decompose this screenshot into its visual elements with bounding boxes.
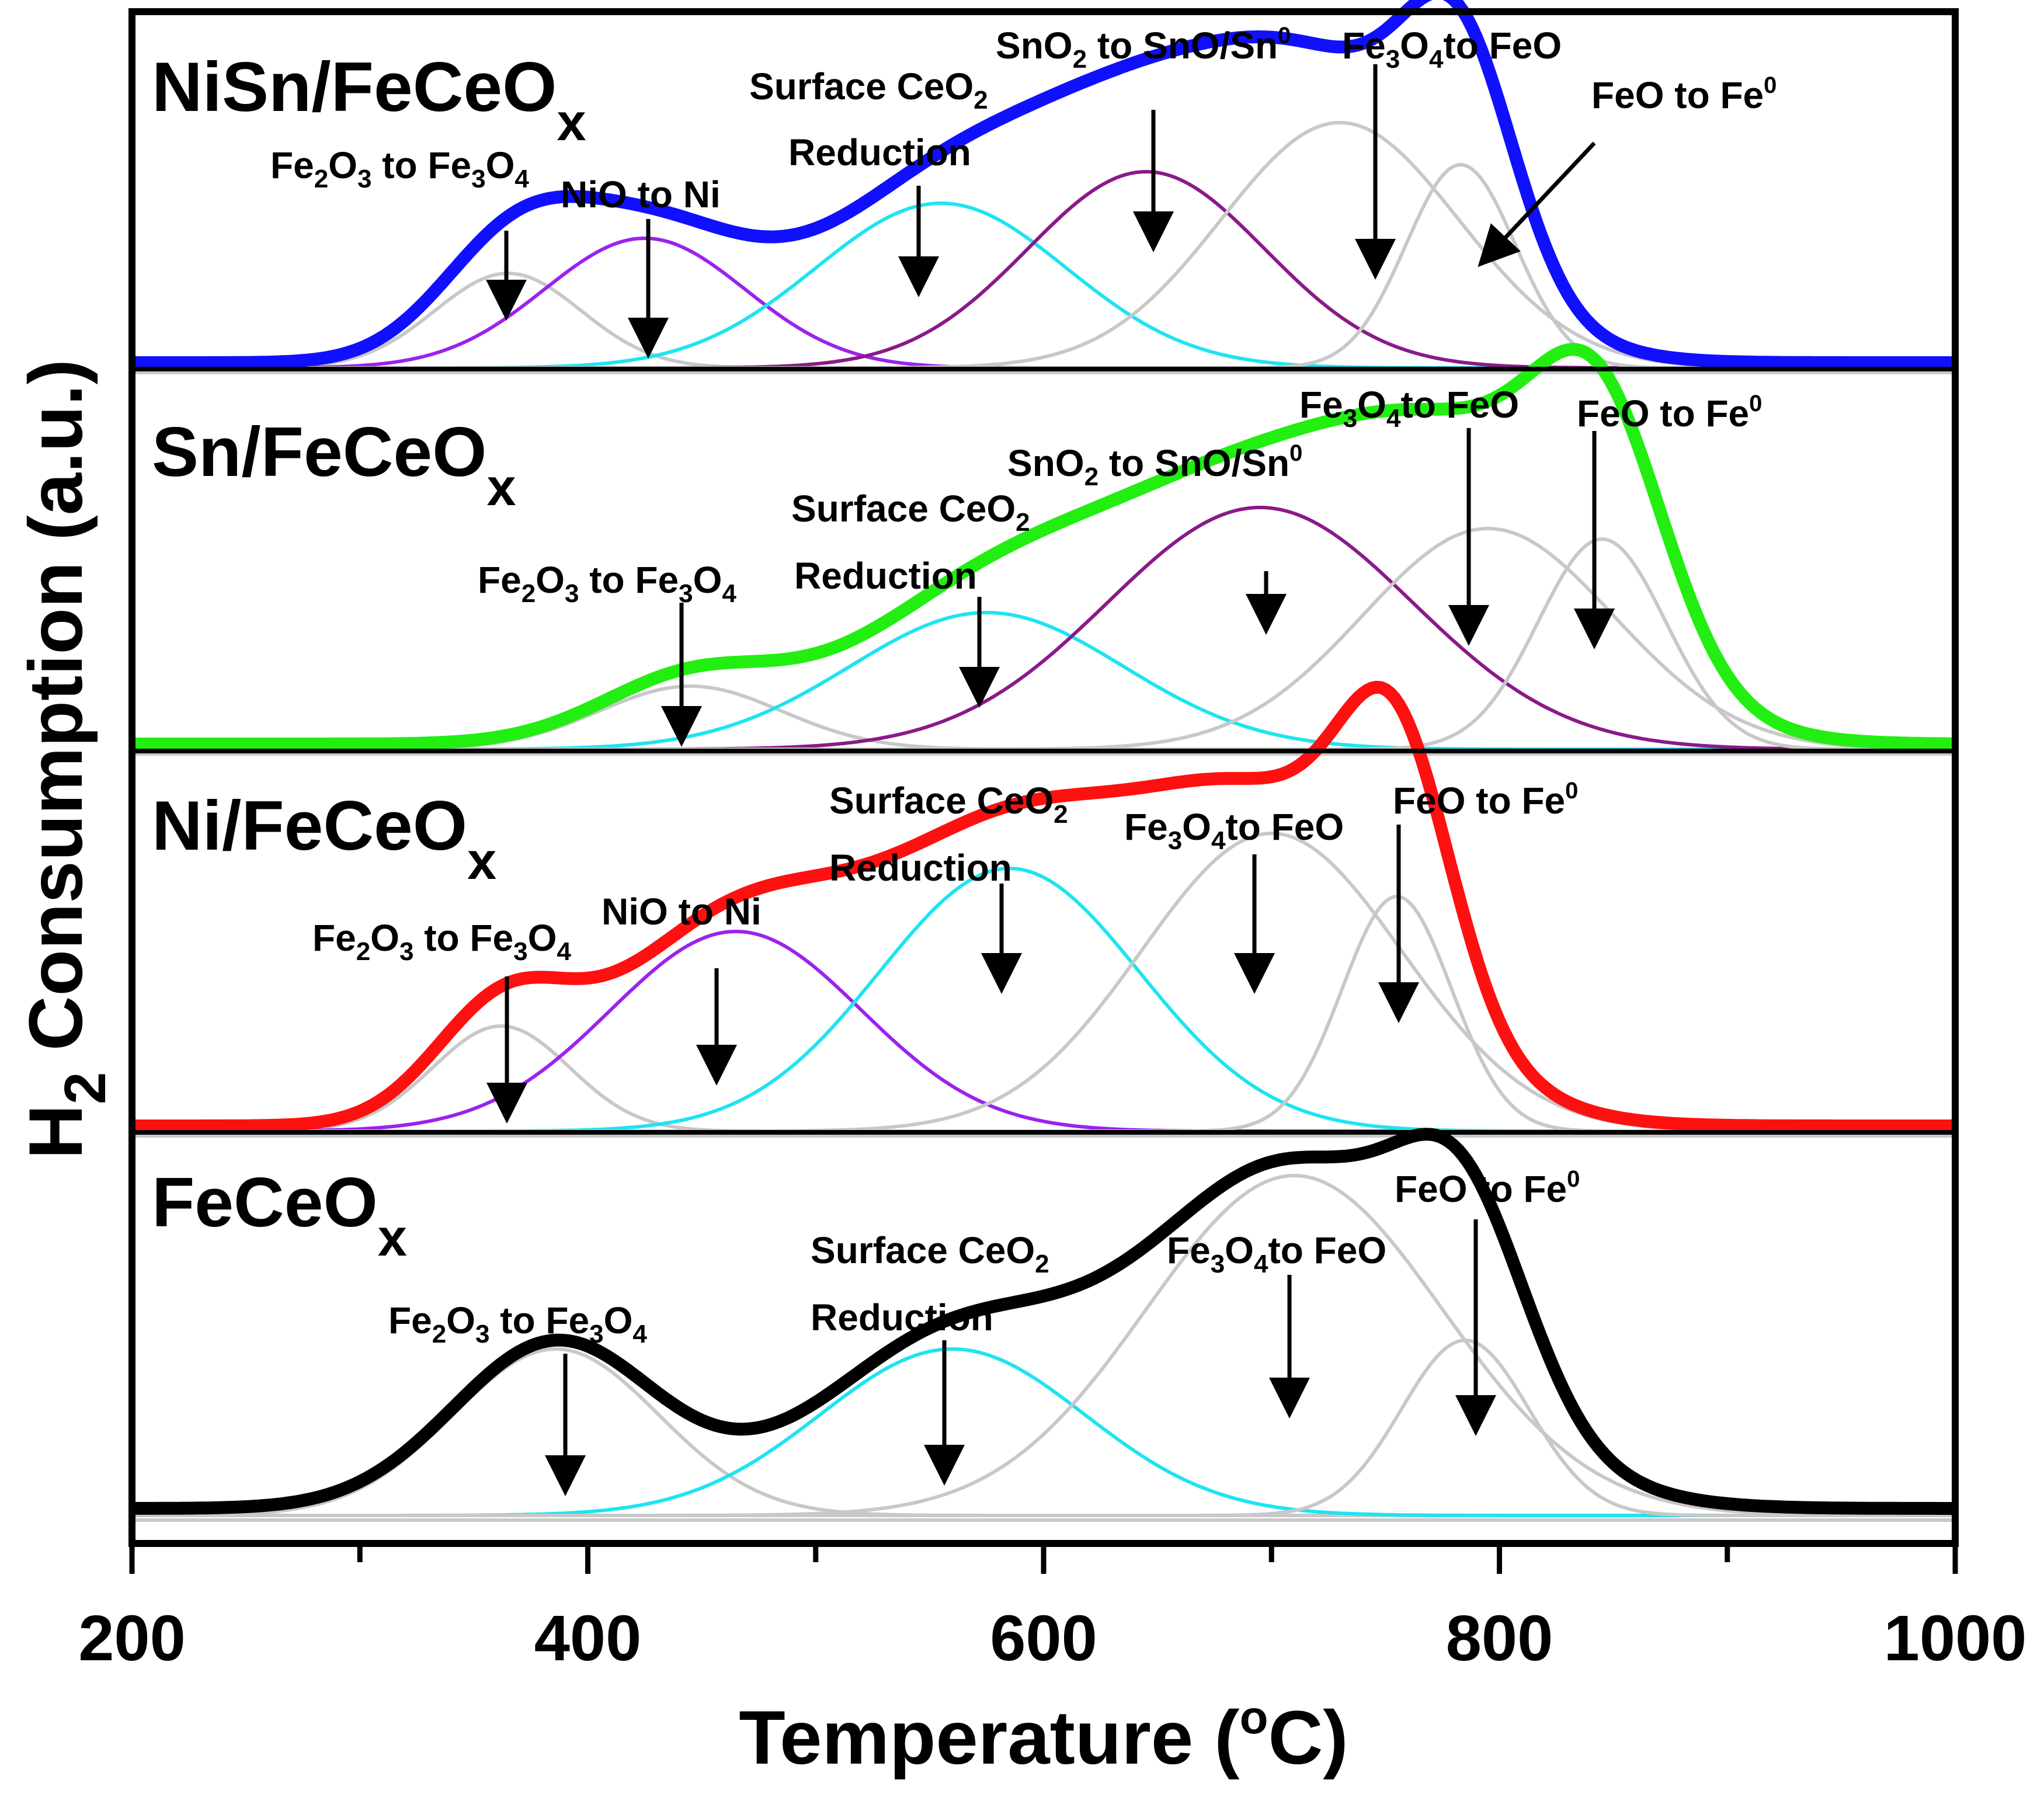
annotation-fece-a2: Surface CeO2 xyxy=(811,1229,1049,1278)
annotation-nisn-a6: FeO to Fe0 xyxy=(1591,72,1777,116)
x-tick-label: 800 xyxy=(1446,1602,1553,1674)
annotation-sn-a2b: Reduction xyxy=(794,555,977,597)
x-tick-label: 200 xyxy=(78,1602,186,1674)
peak-nisn-2 xyxy=(132,201,1955,370)
x-tick-label: 1000 xyxy=(1884,1602,2027,1674)
annotation-nisn-a3: Surface CeO2 xyxy=(749,65,988,114)
annotation-nisn-a1: Fe2O3 to Fe3O4 xyxy=(270,144,529,193)
annotation-nisn-a2: NiO to Ni xyxy=(561,173,721,215)
arrow-nisn-5 xyxy=(1478,141,1596,267)
peak-fits xyxy=(132,506,1955,751)
annotation-fece-a4: FeO to Fe0 xyxy=(1395,1166,1580,1210)
annotation-nisn-a5: Fe3O4to FeO xyxy=(1342,25,1562,74)
x-tick-label: 600 xyxy=(990,1602,1097,1674)
panel-label-nisn: NiSn/FeCeOx xyxy=(152,48,586,152)
envelope-ni xyxy=(130,680,1958,1132)
annotation-sn-a3: SnO2 to SnO/Sn0 xyxy=(1007,440,1302,491)
annotation-sn-a2: Surface CeO2 xyxy=(791,488,1030,537)
envelope-sn xyxy=(130,343,1958,750)
annotation-sn-a5: FeO to Fe0 xyxy=(1577,391,1762,434)
panel-label-ni: Ni/FeCeOx xyxy=(152,787,496,891)
peak-sn-2 xyxy=(132,506,1955,751)
x-axis-title: Temperature (oC) xyxy=(739,1691,1348,1780)
panel-sn: Sn/FeCeOx Fe2O3 to Fe3O4 Surface CeO2 Reduc… xyxy=(130,343,1958,756)
annotation-nisn-a4: SnO2 to SnO/Sn0 xyxy=(996,23,1291,74)
x-tick-label: 400 xyxy=(534,1602,642,1674)
annotation-sn-a4: Fe3O4to FeO xyxy=(1299,384,1519,433)
envelope-nisn xyxy=(130,0,1958,369)
peak-ni-4 xyxy=(132,895,1955,1133)
annotation-sn-a1: Fe2O3 to Fe3O4 xyxy=(478,559,736,608)
annotation-fece-a2b: Reduction xyxy=(811,1296,993,1338)
peak-nisn-5 xyxy=(132,163,1955,370)
y-axis-title-text: H2 Consumption (a.u.) xyxy=(13,359,118,1159)
annotation-nisn-a3b: Reduction xyxy=(788,131,971,173)
annotation-ni-a3b: Reduction xyxy=(829,847,1012,889)
envelope-fece xyxy=(130,1128,1958,1515)
peak-fece-3 xyxy=(132,1338,1955,1517)
panel-fece: FeCeOx Fe2O3 to Fe3O4 Surface CeO2 Reductio… xyxy=(130,1128,1958,1522)
annotation-fece-a1: Fe2O3 to Fe3O4 xyxy=(388,1299,647,1348)
annotation-ni-a3: Surface CeO2 xyxy=(829,780,1068,829)
annotation-ni-a5: FeO to Fe0 xyxy=(1393,778,1578,822)
annotation-ni-a2: NiO to Ni xyxy=(602,891,762,933)
panel-label-fece: FeCeOx xyxy=(152,1163,407,1267)
x-axis: 200 400 600 800 1000 Temperature (oC) xyxy=(78,1540,2027,1780)
annotation-ni-a4: Fe3O4to FeO xyxy=(1124,806,1344,855)
annotation-fece-a3: Fe3O4to FeO xyxy=(1167,1229,1386,1278)
peak-nisn-1 xyxy=(132,237,1955,370)
panel-label-sn: Sn/FeCeOx xyxy=(152,413,516,517)
annotation-ni-a1: Fe2O3 to Fe3O4 xyxy=(312,917,571,966)
y-axis-title: H2 Consumption (a.u.) xyxy=(13,359,118,1159)
peak-nisn-3 xyxy=(132,170,1955,370)
